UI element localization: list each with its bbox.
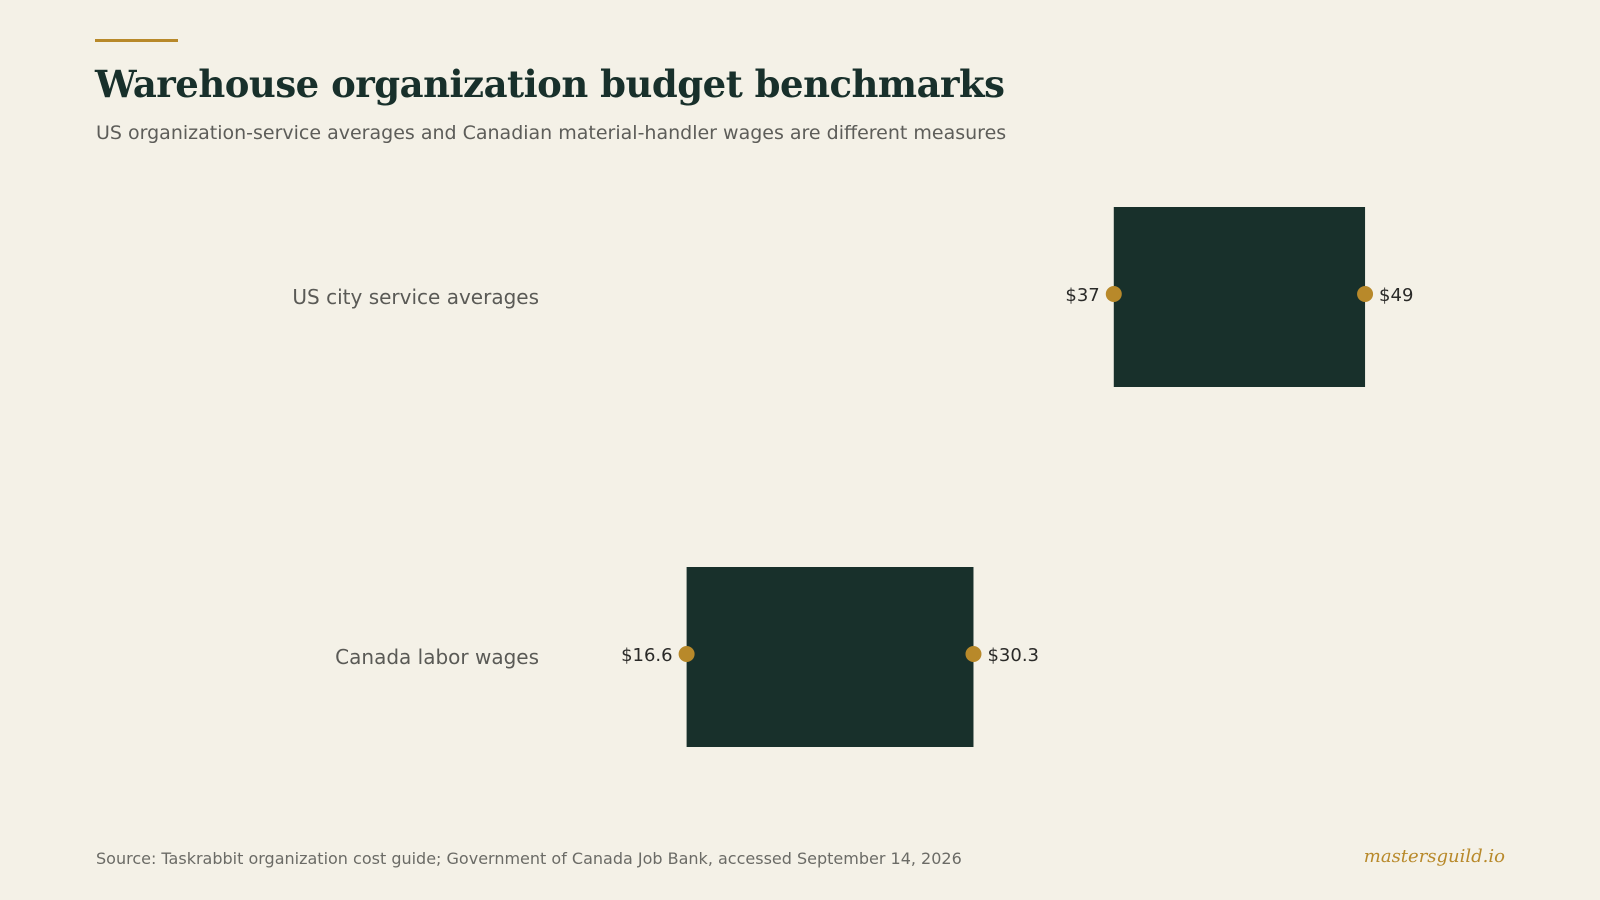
high-point-us [1357,286,1374,302]
page-subtitle: US organization-service averages and Can… [96,122,1007,144]
page-title: Warehouse organization budget benchmarks [95,62,1005,106]
category-label-us: US city service averages [292,285,539,309]
brand-logo-text: mastersguild.io [1363,846,1505,867]
low-point-canada [678,646,695,662]
category-label-canada: Canada labor wages [335,645,539,669]
source-note: Source: Taskrabbit organization cost gui… [96,849,962,868]
range-bar-canada [686,567,974,747]
low-value-label-us: $37 [1065,285,1099,306]
low-point-us [1105,286,1122,302]
high-value-label-canada: $30.3 [987,645,1039,666]
range-bar-us [1113,207,1366,387]
title-accent-rule [95,39,178,42]
high-point-canada [965,646,982,662]
high-value-label-us: $49 [1379,285,1413,306]
low-value-label-canada: $16.6 [621,645,673,666]
